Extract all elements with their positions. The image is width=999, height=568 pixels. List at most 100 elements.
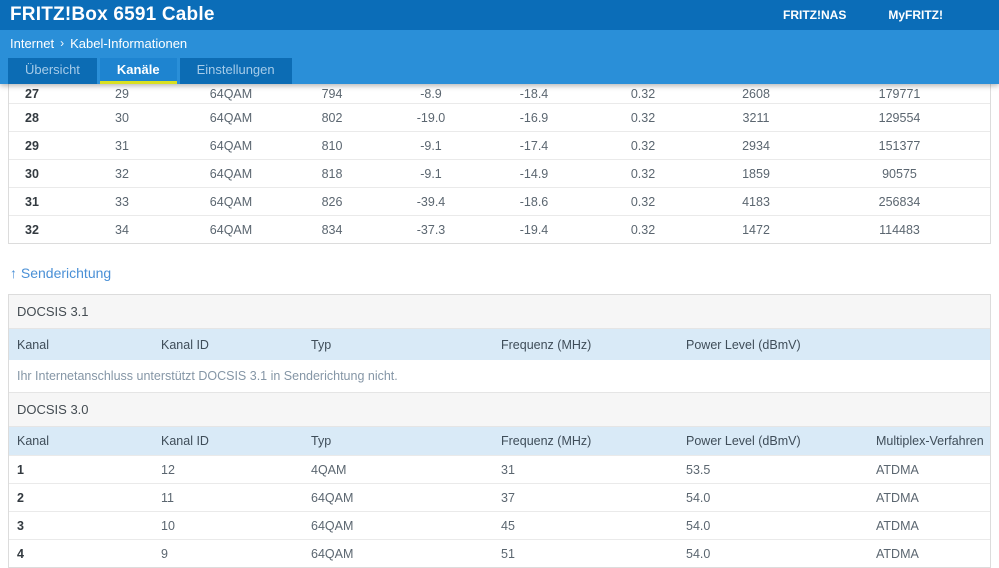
docsis31-unsupported-message: Ihr Internetanschluss unterstützt DOCSIS… — [9, 360, 990, 392]
table-cell: 0.32 — [630, 86, 656, 101]
table-cell: -19.0 — [416, 110, 446, 125]
table-row: 4 9 64QAM 51 54.0 ATDMA — [9, 539, 990, 567]
top-links: FRITZ!NAS MyFRITZ! — [783, 8, 943, 22]
table-cell: 54.0 — [686, 490, 711, 505]
table-cell: 51 — [501, 546, 515, 561]
table-cell: 129554 — [878, 110, 921, 125]
column-header: Typ — [311, 337, 332, 352]
table-cell: 0.32 — [630, 222, 656, 237]
column-header: Frequenz (MHz) — [501, 434, 592, 448]
upstream-tables: DOCSIS 3.1 Kanal Kanal ID Typ Frequenz (MHz… — [8, 294, 991, 568]
column-header: Kanal ID — [161, 337, 209, 352]
table-cell: 3211 — [742, 110, 770, 125]
table-cell: 834 — [321, 222, 343, 237]
table-cell: -9.1 — [420, 166, 442, 181]
column-header: Typ — [311, 434, 332, 448]
table-cell: 11 — [161, 490, 174, 505]
docsis31-table-header: Kanal Kanal ID Typ Frequenz (MHz) Power Leve… — [9, 329, 990, 360]
table-row: 29 31 64QAM 810 -9.1 -17.4 0.32 2934 151377 — [9, 131, 990, 159]
page-title: FRITZ!Box 6591 Cable — [10, 4, 215, 25]
table-cell: 64QAM — [209, 110, 253, 125]
myfritz-link[interactable]: MyFRITZ! — [888, 8, 943, 22]
table-cell: 114483 — [879, 222, 920, 237]
breadcrumb-separator-icon: › — [60, 36, 65, 50]
table-cell: -19.4 — [519, 222, 549, 237]
table-row: 32 34 64QAM 834 -37.3 -19.4 0.32 1472 114483 — [9, 215, 990, 243]
table-cell: ATDMA — [876, 546, 919, 561]
docsis31-section-label: DOCSIS 3.1 — [9, 295, 990, 329]
table-cell: 30 — [115, 110, 129, 125]
tab-bar: Übersicht Kanäle Einstellungen — [0, 56, 999, 84]
table-cell: 34 — [115, 222, 129, 237]
downstream-channel-table: 27 29 64QAM 794 -8.9 -18.4 0.32 2608 179771 28 30 6… — [8, 84, 991, 244]
tab-uebersicht[interactable]: Übersicht — [8, 58, 97, 84]
breadcrumb: Internet › Kabel-Informationen — [0, 30, 999, 56]
table-cell: 256834 — [878, 194, 921, 209]
fritznas-link[interactable]: FRITZ!NAS — [783, 8, 847, 22]
column-header: Kanal — [17, 337, 49, 352]
table-cell: -14.9 — [519, 166, 549, 181]
table-cell: 45 — [501, 518, 515, 533]
table-cell: 818 — [321, 166, 343, 181]
column-header: Kanal — [17, 434, 49, 448]
column-header: Power Level (dBmV) — [686, 434, 801, 448]
table-cell: 64QAM — [311, 518, 354, 533]
table-cell: 4183 — [742, 194, 770, 209]
table-cell: 9 — [161, 546, 168, 561]
table-cell: 31 — [25, 194, 39, 209]
table-row: 27 29 64QAM 794 -8.9 -18.4 0.32 2608 179771 — [9, 84, 990, 103]
table-cell: 12 — [161, 462, 175, 477]
table-cell: 0.32 — [630, 138, 656, 153]
docsis30-table-body: 1 12 4QAM 31 53.5 ATDMA 2 11 64QAM 37 54.0 ATDMA 3 10… — [9, 455, 990, 567]
table-cell: 10 — [161, 518, 175, 533]
table-cell: 0.32 — [630, 194, 656, 209]
table-cell: 1859 — [742, 166, 770, 181]
table-cell: 64QAM — [209, 86, 253, 101]
tab-einstellungen[interactable]: Einstellungen — [179, 58, 292, 84]
table-cell: 64QAM — [209, 222, 253, 237]
table-cell: ATDMA — [876, 518, 919, 533]
table-cell: 33 — [115, 194, 129, 209]
table-cell: 1472 — [742, 222, 770, 237]
table-cell: 29 — [25, 138, 39, 153]
table-row: 31 33 64QAM 826 -39.4 -18.6 0.32 4183 256834 — [9, 187, 990, 215]
table-cell: -18.4 — [519, 86, 549, 101]
table-cell: 826 — [321, 194, 343, 209]
table-cell: 32 — [115, 166, 129, 181]
table-cell: 4 — [17, 546, 24, 561]
table-cell: 3 — [17, 518, 24, 533]
table-cell: 1 — [17, 462, 24, 477]
table-cell: 54.0 — [686, 546, 711, 561]
table-cell: 28 — [25, 110, 39, 125]
table-cell: 0.32 — [630, 166, 656, 181]
table-cell: 64QAM — [311, 546, 354, 561]
table-row: 3 10 64QAM 45 54.0 ATDMA — [9, 511, 990, 539]
breadcrumb-current-page: Kabel-Informationen — [70, 35, 188, 51]
column-header: Frequenz (MHz) — [501, 337, 592, 352]
table-row: 28 30 64QAM 802 -19.0 -16.9 0.32 3211 129554 — [9, 103, 990, 131]
table-cell: 31 — [501, 462, 515, 477]
content: 27 29 64QAM 794 -8.9 -18.4 0.32 2608 179771 28 30 6… — [0, 84, 999, 568]
column-header: Kanal ID — [161, 434, 209, 448]
table-cell: 810 — [321, 138, 343, 153]
title-bar: FRITZ!Box 6591 Cable FRITZ!NAS MyFRITZ! — [0, 0, 999, 30]
table-cell: 2934 — [742, 138, 770, 153]
table-cell: 64QAM — [311, 490, 354, 505]
table-cell: -8.9 — [420, 86, 442, 101]
tab-kanaele[interactable]: Kanäle — [99, 58, 177, 84]
table-cell: 31 — [115, 138, 129, 153]
table-cell: -17.4 — [519, 138, 549, 153]
docsis30-section-label: DOCSIS 3.0 — [9, 392, 990, 427]
table-cell: ATDMA — [876, 490, 919, 505]
breadcrumb-internet[interactable]: Internet — [10, 35, 55, 51]
table-cell: 151377 — [878, 138, 921, 153]
table-cell: -9.1 — [420, 138, 442, 153]
table-cell: ATDMA — [876, 462, 919, 477]
table-row: 2 11 64QAM 37 54.0 ATDMA — [9, 483, 990, 511]
header-block: FRITZ!Box 6591 Cable FRITZ!NAS MyFRITZ! … — [0, 0, 999, 84]
table-cell: 802 — [321, 110, 343, 125]
docsis30-table-header: Kanal Kanal ID Typ Frequenz (MHz) Power Leve… — [9, 427, 990, 455]
table-cell: 179771 — [878, 86, 921, 101]
table-cell: 0.32 — [630, 110, 656, 125]
table-cell: 64QAM — [209, 194, 253, 209]
